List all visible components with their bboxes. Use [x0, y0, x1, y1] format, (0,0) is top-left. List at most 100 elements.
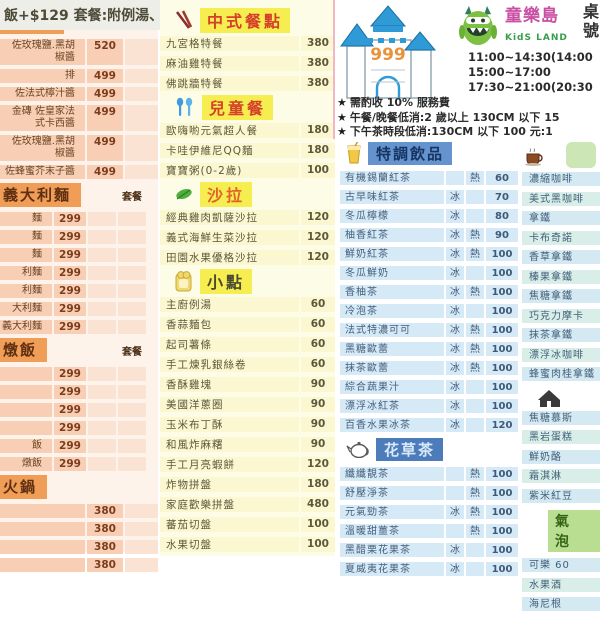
item-price: 60	[486, 171, 518, 185]
combo-cell	[125, 165, 158, 179]
item-price: 120	[301, 457, 335, 472]
menu-item-row: 玉米布丁酥 90	[160, 417, 335, 432]
section-header-snacks: 小點	[174, 268, 335, 294]
star-icon: ★	[337, 110, 347, 124]
menu-item-row: 美式黑咖啡	[522, 191, 600, 206]
dessert-items: 焦糖慕斯 黑岩蛋糕 鮮奶酪 霜淇淋 紫米紅豆	[522, 410, 600, 503]
chopsticks-icon	[174, 10, 194, 30]
salad-items: 經典雞肉凱薩沙拉 120 義式海鮮生菜沙拉 120 田園水果優格沙拉 120	[160, 210, 335, 265]
item-name	[0, 540, 85, 554]
item-name: 寶寶粥(0-2歲)	[160, 163, 299, 178]
ice-option: 冰	[446, 418, 464, 432]
item-name: 可樂 60	[522, 558, 600, 572]
item-price: 499	[87, 105, 123, 131]
menu-item-row: 水果切盤 100	[160, 537, 335, 552]
item-name: 水果切盤	[160, 537, 299, 552]
ice-option: 冰	[446, 323, 464, 337]
menu-item-row: 可樂 60	[522, 558, 600, 572]
item-price: 120	[486, 418, 518, 432]
item-price: 100	[486, 285, 518, 299]
item-price: 90	[301, 437, 335, 452]
item-price: 299	[54, 302, 86, 316]
combo-cell	[88, 284, 116, 298]
item-price: 60	[301, 297, 335, 312]
ice-option: 冰	[446, 209, 464, 223]
menu-item-row: 元氣勁茶 冰 熱 100	[340, 505, 518, 519]
ice-option	[446, 486, 464, 500]
ice-option: 冰	[446, 285, 464, 299]
combo-cell	[88, 320, 116, 334]
item-price: 499	[87, 87, 123, 101]
item-name: 佐玫瑰鹽.黑胡椒醬	[0, 39, 85, 65]
section-title-risotto: 燉飯	[0, 338, 48, 362]
item-name: 焦糖拿鐵	[522, 289, 600, 303]
hot-option	[466, 190, 484, 204]
herbal-tea-items: 纖纖靚茶 熱 100 舒壓淨茶 熱 100 元氣勁茶 冰 熱 100 溫暖甜薑茶	[340, 467, 518, 576]
item-name: 手工月亮蝦餅	[160, 457, 299, 472]
ice-option: 冰	[446, 562, 464, 576]
item-price: 480	[301, 497, 335, 512]
menu-item-row: 299	[0, 385, 158, 399]
item-name: 海尼根	[522, 597, 600, 611]
menu-item-row: 299	[0, 367, 158, 381]
menu-item-row: 義大利麵 299	[0, 320, 158, 334]
menu-item-row: 有機錫蘭紅茶 熱 60	[340, 171, 518, 185]
notice-text: 需酌收 10% 服務費	[349, 96, 450, 109]
menu-item-row: 380	[0, 540, 158, 554]
menu-item-row: 水果酒	[522, 577, 600, 592]
item-name: 濃縮咖啡	[522, 172, 600, 186]
menu-item-row: 濃縮咖啡	[522, 172, 600, 186]
item-price: 299	[54, 230, 86, 244]
item-name: 黑糖歐蕾	[340, 342, 444, 356]
section-header-chinese: 中式餐點	[174, 7, 335, 33]
coffee-items: 濃縮咖啡 美式黑咖啡 拿鐵 卡布奇諾 香草拿鐵 榛果拿鐵 焦糖拿鐵	[522, 172, 600, 381]
menu-item-row: 香酥雞塊 90	[160, 377, 335, 392]
hours-line: 15:00~17:00	[468, 65, 551, 79]
combo-cell	[118, 266, 146, 280]
section-title-special-drinks: 特調飲品	[368, 141, 453, 165]
item-name: 和風炸麻糬	[160, 437, 299, 452]
menu-item-row: 蜂蜜肉桂拿鐵	[522, 367, 600, 381]
item-name: 香柚茶	[340, 285, 444, 299]
section-title-hotpot: 火鍋	[0, 475, 48, 499]
hot-option	[466, 562, 484, 576]
menu-item-row: 佐蜂蜜芥末子醬 499	[0, 165, 158, 179]
pasta-items: 麵 299 麵 299 麵 299 利麵 299	[0, 212, 158, 334]
item-name: 纖纖靚茶	[340, 467, 444, 481]
combo-cell	[118, 403, 146, 417]
item-price: 299	[54, 421, 86, 435]
item-name: 紫米紅豆	[522, 488, 600, 503]
item-name: 蜂蜜肉桂拿鐵	[522, 367, 600, 381]
restaurant-info-block: 999 童樂島 K	[335, 0, 600, 140]
item-price: 100	[301, 163, 335, 178]
menu-item-row: 黑糖歐蕾 冰 熱 100	[340, 342, 518, 356]
left-menu-panel: 廚排餐 (均附湯,麵包) 佐玫瑰鹽.黑胡椒醬 520 排 499 佐法式檸汁醬 …	[0, 0, 158, 572]
combo-cell	[125, 69, 158, 83]
item-name: 溫暖甜薑茶	[340, 524, 444, 538]
item-name: 夏威夷花果茶	[340, 562, 444, 576]
hot-option: 熱	[466, 524, 484, 538]
section-title-kids: 兒童餐	[202, 94, 274, 120]
right-menu-panel: 濃縮咖啡 美式黑咖啡 拿鐵 卡布奇諾 香草拿鐵 榛果拿鐵 焦糖拿鐵	[522, 128, 600, 617]
item-name: 佐玫瑰鹽.黑胡椒醬	[0, 135, 85, 161]
menu-item-row: 田園水果優格沙拉 120	[160, 250, 335, 265]
menu-item-row: 燉飯 299	[0, 457, 158, 471]
star-icon: ★	[337, 96, 347, 109]
hot-option: 熱	[466, 467, 484, 481]
item-price: 120	[301, 230, 335, 245]
combo-cell	[88, 266, 116, 280]
hot-option: 熱	[466, 361, 484, 375]
combo-cell	[118, 302, 146, 316]
item-name	[0, 403, 52, 417]
castle-text: 999	[370, 45, 406, 65]
menu-item-row: 佛跳牆特餐 380	[160, 76, 335, 91]
cake-icon	[536, 388, 562, 408]
combo-cell	[125, 87, 158, 101]
combo-cell	[88, 212, 116, 226]
hot-option	[466, 304, 484, 318]
item-price: 299	[54, 385, 86, 399]
item-name: 卡布奇諾	[522, 230, 600, 245]
item-name: 佛跳牆特餐	[160, 76, 299, 91]
item-name: 香蒜麵包	[160, 317, 299, 332]
item-name: 漂浮冰咖啡	[522, 347, 600, 362]
